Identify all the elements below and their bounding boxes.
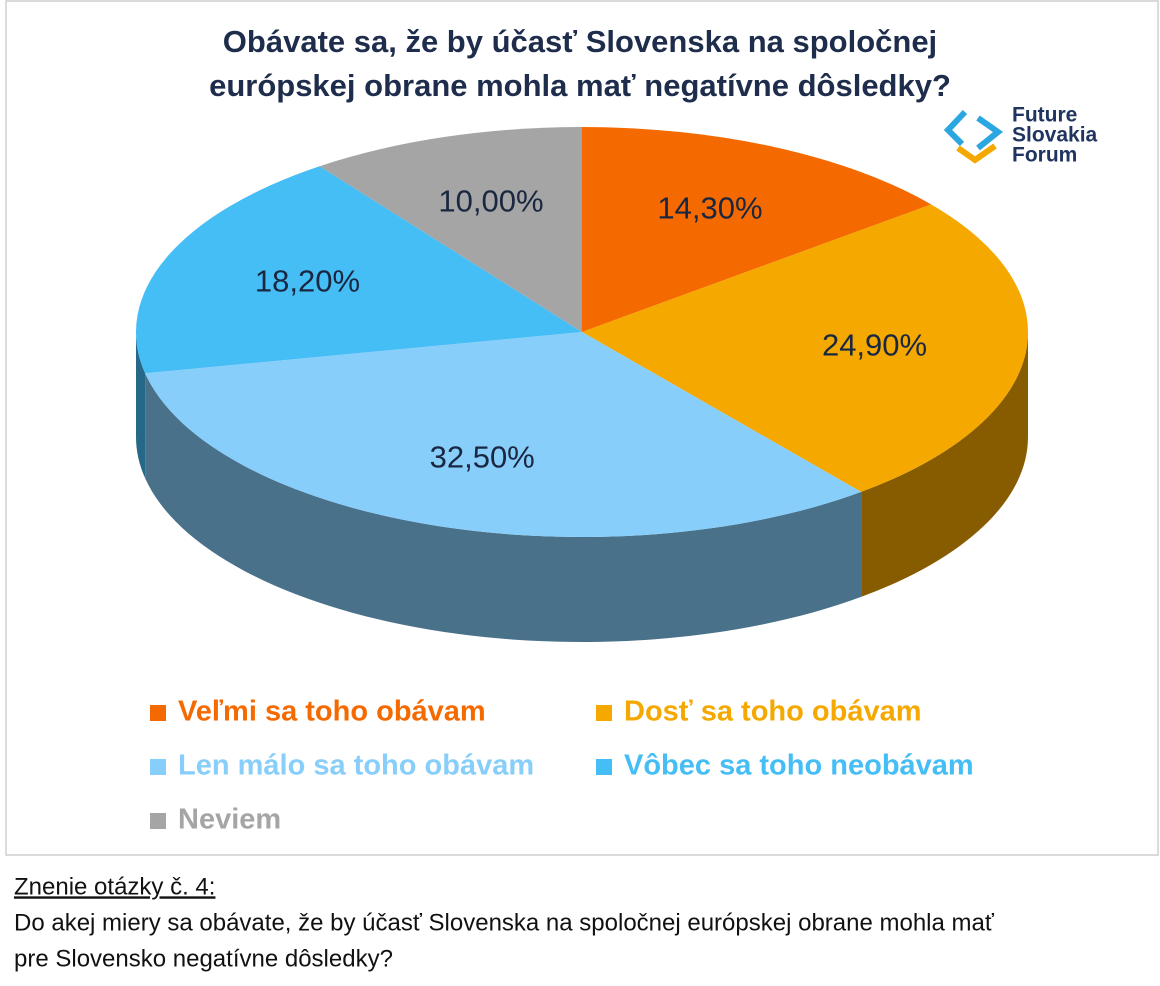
legend-swatch — [150, 759, 166, 775]
legend-swatch — [596, 705, 612, 721]
legend-label: Neviem — [178, 804, 281, 836]
legend-swatch — [596, 759, 612, 775]
chart-title: Obávate sa, že by účasť Slovenska na spo… — [223, 24, 937, 59]
logo-text: Future — [1012, 104, 1077, 127]
slice — [582, 204, 1028, 492]
slice — [136, 166, 582, 374]
footnote-line: Do akej miery sa obávate, že by účasť Sl… — [14, 909, 995, 936]
legend-swatch — [150, 705, 166, 721]
legend: Veľmi sa toho obávam Dosť sa toho obávam L… — [150, 696, 974, 836]
slice — [582, 127, 932, 332]
slice — [145, 332, 862, 537]
logo-text: Forum — [1012, 144, 1077, 167]
footnote-heading: Znenie otázky č. 4: — [14, 873, 215, 900]
slice — [319, 127, 582, 332]
legend-label: Veľmi sa toho obávam — [178, 696, 486, 728]
value-label: 24,90% — [822, 327, 927, 362]
legend-swatch — [150, 813, 166, 829]
legend-label: Dosť sa toho obávam — [624, 696, 922, 728]
value-label: 10,00% — [438, 184, 543, 219]
logo-icon — [943, 109, 1004, 164]
value-label: 18,20% — [255, 263, 360, 298]
value-label: 32,50% — [430, 439, 535, 474]
slice-side — [136, 332, 146, 479]
slice-side — [861, 332, 1028, 597]
footnote-line: pre Slovensko negatívne dôsledky? — [14, 945, 393, 972]
legend-label: Vôbec sa toho neobávam — [624, 750, 974, 782]
legend-label: Len málo sa toho obávam — [178, 750, 534, 782]
slice-side — [145, 373, 862, 642]
pie: 14,30% 24,90% 32,50% 18,20% 10,00% — [136, 127, 1028, 642]
logo-text: Slovakia — [1012, 124, 1098, 147]
chart-title: európskej obrane mohla mať negatívne dôs… — [209, 68, 951, 103]
value-label: 14,30% — [657, 190, 762, 225]
